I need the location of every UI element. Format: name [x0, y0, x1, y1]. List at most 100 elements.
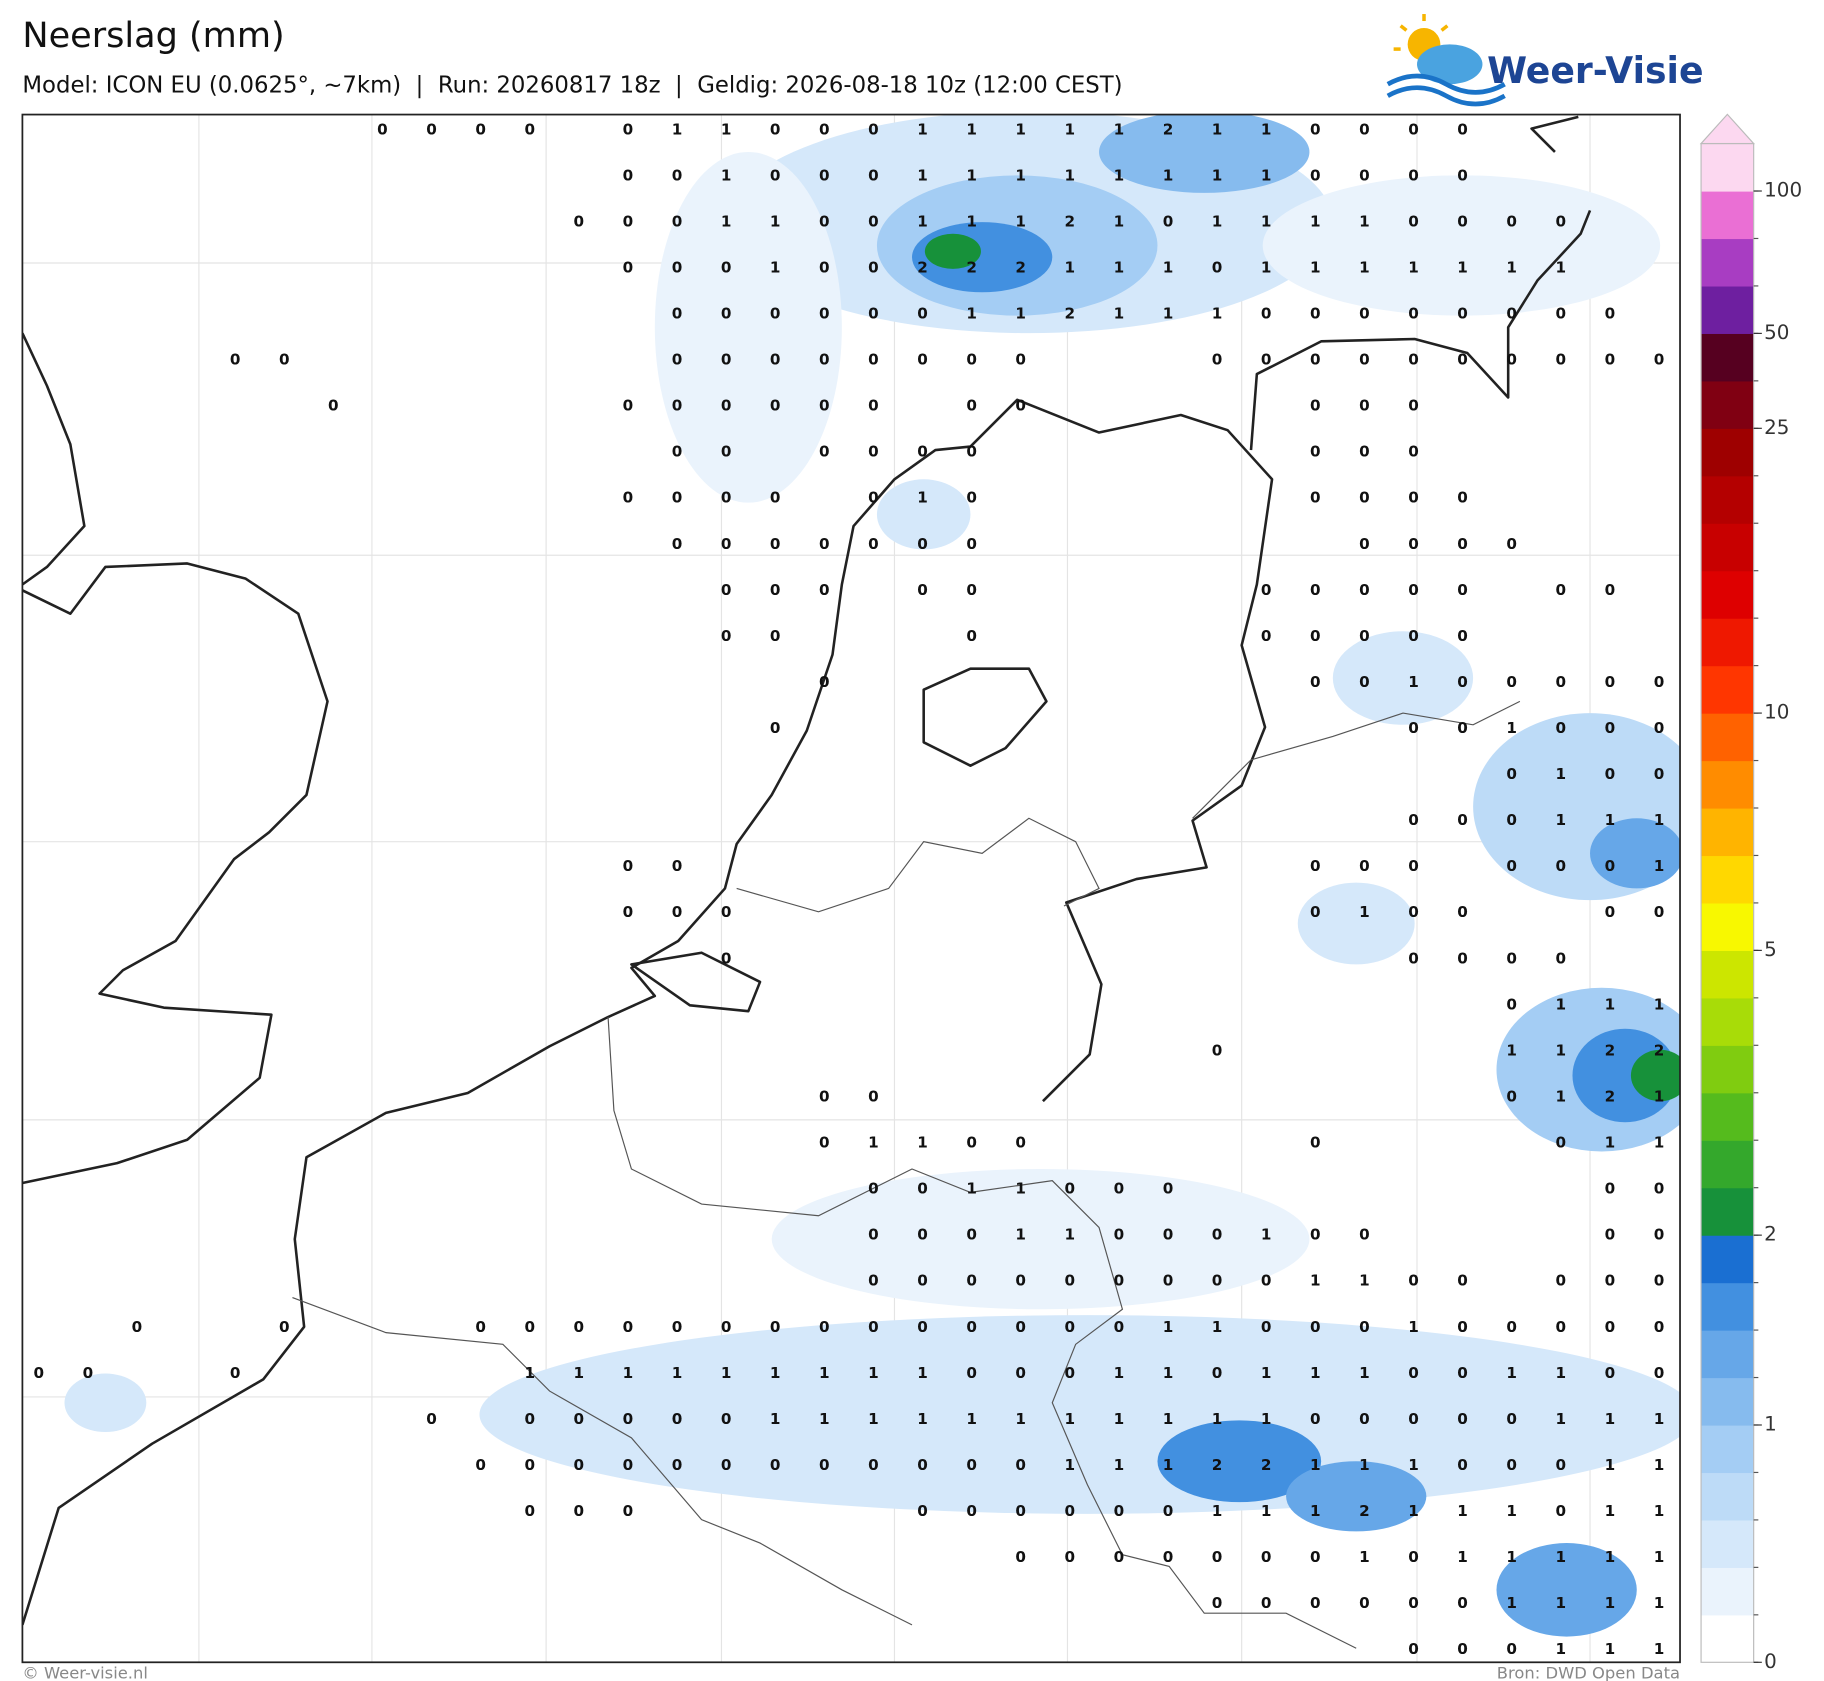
- grid-value: 0: [770, 1318, 781, 1336]
- grid-value: 1: [1212, 304, 1223, 322]
- grid-value: 0: [1408, 212, 1419, 230]
- grid-value: 1: [623, 1364, 634, 1382]
- grid-value: 0: [721, 351, 732, 369]
- grid-value: 0: [1310, 627, 1321, 645]
- grid-value: 1: [917, 212, 928, 230]
- grid-value: 0: [770, 1456, 781, 1474]
- grid-value: 0: [1015, 1272, 1026, 1290]
- grid-value: 0: [1555, 1134, 1566, 1152]
- grid-value: 0: [1359, 1410, 1370, 1428]
- grid-value: 0: [721, 1410, 732, 1428]
- grid-value: 1: [1163, 1456, 1174, 1474]
- grid-value: 0: [426, 120, 437, 138]
- grid-value: 0: [966, 397, 977, 415]
- grid-value: 0: [230, 1364, 241, 1382]
- colorbar-swatch: [1701, 760, 1754, 809]
- grid-value: 1: [672, 120, 683, 138]
- grid-value: 0: [721, 949, 732, 967]
- grid-value: 0: [1114, 1272, 1125, 1290]
- coastlines: [22, 115, 1592, 1626]
- grid-value: 0: [1359, 166, 1370, 184]
- grid-value: 0: [1605, 1226, 1616, 1244]
- grid-value: 1: [1212, 212, 1223, 230]
- footer-left: © Weer-visie.nl: [22, 1664, 148, 1681]
- grid-value: 0: [819, 120, 830, 138]
- grid-value: 1: [1114, 1456, 1125, 1474]
- grid-value: 0: [721, 903, 732, 921]
- grid-value: 0: [672, 397, 683, 415]
- colorbar-swatch: [1701, 285, 1754, 334]
- grid-value: 0: [1408, 903, 1419, 921]
- grid-value: 1: [524, 1364, 535, 1382]
- grid-value: 0: [1359, 857, 1370, 875]
- grid-value: 1: [1065, 166, 1076, 184]
- grid-value: 0: [1457, 1364, 1468, 1382]
- grid-value: 0: [1015, 351, 1026, 369]
- grid-value: 0: [1555, 351, 1566, 369]
- grid-value: 0: [819, 397, 830, 415]
- grid-value: 1: [1555, 765, 1566, 783]
- grid-value: 1: [966, 166, 977, 184]
- grid-value: 0: [1457, 949, 1468, 967]
- grid-value: 1: [1114, 1364, 1125, 1382]
- colorbar-swatch: [1701, 1472, 1754, 1521]
- grid-value: 0: [917, 535, 928, 553]
- precipitation-field: [64, 114, 1681, 1637]
- grid-value: 1: [1555, 1640, 1566, 1658]
- grid-value: 0: [770, 627, 781, 645]
- grid-value: 0: [721, 627, 732, 645]
- grid-value: 0: [1359, 397, 1370, 415]
- grid-value: 1: [1408, 258, 1419, 276]
- grid-value: 1: [1065, 1456, 1076, 1474]
- grid-value: 1: [1555, 1041, 1566, 1059]
- grid-value: 1: [1654, 1410, 1665, 1428]
- colorbar-swatch: [1701, 380, 1754, 429]
- grid-value: 1: [1654, 1640, 1665, 1658]
- grid-value: 1: [1359, 1456, 1370, 1474]
- grid-value: 0: [1408, 857, 1419, 875]
- grid-value: 0: [1359, 627, 1370, 645]
- grid-value: 1: [1114, 120, 1125, 138]
- grid-value: 0: [1408, 166, 1419, 184]
- grid-value: 1: [721, 120, 732, 138]
- grid-value: 0: [819, 1456, 830, 1474]
- grid-value: 0: [1408, 1272, 1419, 1290]
- grid-value: 1: [1261, 1364, 1272, 1382]
- grid-value: 0: [1212, 1364, 1223, 1382]
- colorbar-tick-label: 5: [1764, 938, 1777, 961]
- grid-value: 0: [1310, 351, 1321, 369]
- colorbar-tick-label: 1: [1764, 1412, 1777, 1435]
- grid-value: 0: [1457, 304, 1468, 322]
- title: Neerslag (mm): [22, 15, 284, 56]
- footer-right: Bron: DWD Open Data: [1497, 1664, 1680, 1681]
- colorbar-swatch: [1701, 238, 1754, 287]
- grid-value: 0: [426, 1410, 437, 1428]
- colorbar-swatch: [1701, 143, 1754, 192]
- grid-value: 0: [770, 535, 781, 553]
- grid-value: 0: [672, 535, 683, 553]
- grid-value: 0: [868, 1456, 879, 1474]
- grid-value: 0: [1605, 1272, 1616, 1290]
- grid-value: 1: [1163, 1364, 1174, 1382]
- grid-value: 0: [1065, 1272, 1076, 1290]
- grid-value: 0: [623, 212, 634, 230]
- colorbar-swatch: [1701, 713, 1754, 762]
- grid-value: 1: [1555, 995, 1566, 1013]
- grid-value: 0: [1310, 581, 1321, 599]
- grid-value: 0: [1457, 719, 1468, 737]
- grid-value: 0: [1457, 535, 1468, 553]
- grid-value: 1: [1605, 1410, 1616, 1428]
- grid-value: 0: [1654, 1318, 1665, 1336]
- grid-value: 1: [1310, 1456, 1321, 1474]
- grid-value: 0: [868, 1226, 879, 1244]
- grid-value: 1: [1506, 719, 1517, 737]
- grid-value: 0: [1359, 1594, 1370, 1612]
- grid-value: 1: [672, 1364, 683, 1382]
- grid-value: 1: [1212, 120, 1223, 138]
- grid-value: 0: [1457, 903, 1468, 921]
- grid-value: 0: [1605, 719, 1616, 737]
- grid-value: 0: [1408, 1594, 1419, 1612]
- grid-value: 0: [1261, 1318, 1272, 1336]
- grid-value: 0: [1310, 166, 1321, 184]
- grid-value: 0: [966, 1272, 977, 1290]
